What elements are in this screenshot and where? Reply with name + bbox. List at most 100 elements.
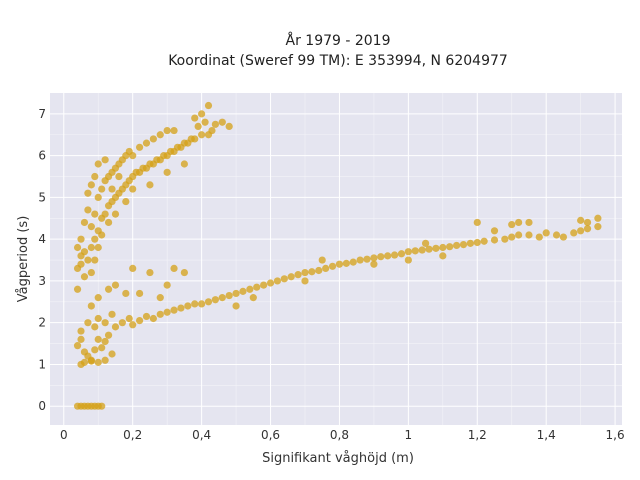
scatter-point [363,255,371,263]
x-tick-label: 0,6 [261,428,280,442]
scatter-point [232,302,240,310]
scatter-point [98,402,106,410]
scatter-point [198,131,206,139]
scatter-point [198,300,206,308]
scatter-point [135,316,144,325]
scatter-point [135,143,144,151]
scatter-point [583,225,592,233]
scatter-point [525,231,533,239]
scatter-point [318,256,326,264]
scatter-point [142,312,151,321]
scatter-point [125,314,133,323]
scatter-point [356,256,364,264]
scatter-point [308,268,316,276]
scatter-point [104,285,113,293]
scatter-point [349,258,357,266]
scatter-point [218,294,226,302]
scatter-point [73,243,82,252]
scatter-point [180,268,188,277]
scatter-point [87,243,95,252]
x-tick-label: 0 [60,428,68,442]
scatter-point [104,331,113,339]
scatter-point [149,314,157,323]
scatter-point [583,218,592,227]
y-tick-label: 1 [38,357,46,371]
scatter-point [129,185,137,193]
scatter-point [194,122,202,131]
scatter-point [80,248,89,256]
scatter-point [163,281,171,289]
scatter-point [156,131,164,139]
scatter-point [163,126,171,135]
scatter-point [273,277,282,285]
scatter-point [101,156,109,164]
data-points [73,101,602,410]
scatter-point [84,206,92,214]
scatter-point [577,227,585,235]
scatter-point [473,218,481,227]
scatter-point [94,294,102,302]
scatter-point [170,306,178,314]
scatter-point [180,160,188,168]
x-tick-label: 0,2 [123,428,142,442]
y-tick-label: 7 [38,107,46,121]
scatter-point [335,260,344,268]
scatter-point [77,335,85,343]
scatter-point [480,237,488,245]
scatter-point [170,264,178,272]
scatter-point [87,181,95,189]
scatter-point [594,214,602,222]
scatter-point [87,357,95,365]
scatter-point [508,233,516,241]
scatter-point [466,239,474,247]
scatter-point [111,281,120,289]
y-axis-label: Vågperiod (s) [16,216,31,303]
scatter-point [315,266,323,275]
y-tick-label: 2 [38,316,46,330]
scatter-point [232,289,240,298]
scatter-point [425,245,433,253]
scatter-point [473,238,481,247]
scatter-point [342,259,350,267]
scatter-point [211,296,219,304]
scatter-point [542,229,550,237]
scatter-point [111,323,120,331]
scatter-point [294,271,302,279]
scatter-point [104,218,113,227]
scatter-point [84,256,92,264]
scatter-point [146,181,154,189]
scatter-point [73,342,82,350]
scatter-point [177,304,185,312]
scatter-point [301,277,309,285]
scatter-point [201,118,209,126]
scatter-point [328,262,337,270]
scatter-point [87,223,95,231]
scatter-point [418,246,426,254]
scatter-point [77,260,85,268]
x-tick-label: 1,6 [606,428,625,442]
scatter-point [404,248,412,256]
y-tick-label: 6 [38,149,46,163]
scatter-point [94,193,102,202]
scatter-point [594,223,602,231]
scatter-point [225,122,233,131]
scatter-point [91,210,99,218]
x-tick-label: 0,4 [192,428,211,442]
scatter-point [191,135,199,143]
scatter-point [80,358,89,366]
scatter-point [146,268,154,277]
scatter-point [122,289,130,298]
scatter-point [135,289,144,298]
scatter-point [204,298,213,306]
scatter-point [91,346,99,354]
scatter-point [490,236,499,244]
scatter-point [98,185,106,193]
scatter-point [253,283,261,291]
scatter-point [91,235,99,243]
scatter-point [301,268,309,277]
scatter-point [570,229,578,237]
x-axis-label: Signifikant våghöjd (m) [262,451,414,466]
plot-area [50,93,622,425]
scatter-point [122,197,130,206]
scatter-point [287,273,295,281]
